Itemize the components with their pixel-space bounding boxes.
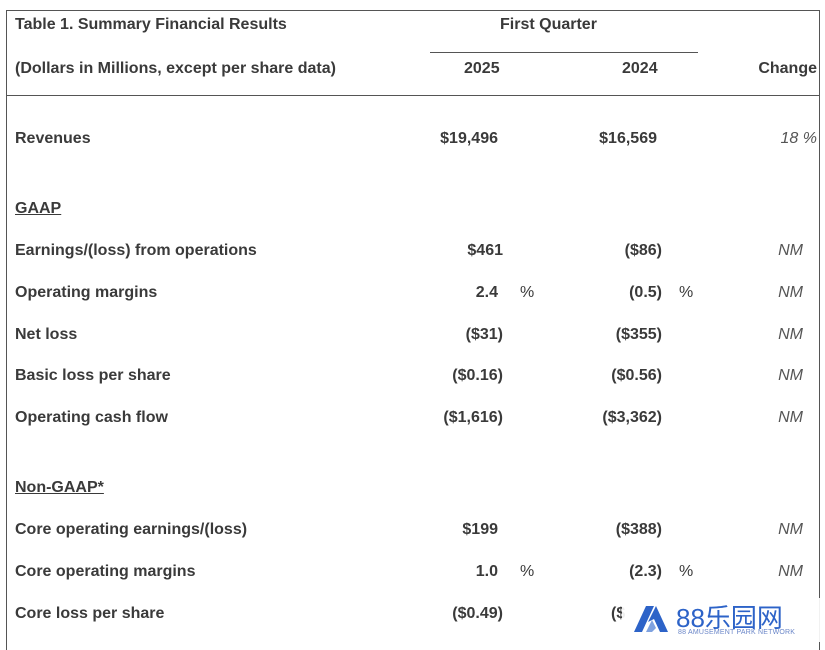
row-label: Operating cash flow xyxy=(15,409,168,426)
value-2025: ($0.49) xyxy=(452,605,503,622)
row-label-revenues: Revenues xyxy=(15,130,91,147)
gaap-heading: GAAP xyxy=(15,200,62,217)
revenues-2024: $16,569 xyxy=(599,130,657,147)
revenues-2025: $19,496 xyxy=(440,130,498,147)
table-title: Table 1. Summary Financial Results xyxy=(15,16,287,33)
change-value: NM xyxy=(778,284,803,301)
percent-sign-2025: % xyxy=(520,284,535,301)
table-subtitle: (Dollars in Millions, except per share d… xyxy=(15,60,336,77)
value-2025: 2.4 xyxy=(475,284,498,301)
row-label: Core loss per share xyxy=(15,605,165,622)
value-2024: ($3,362) xyxy=(602,409,662,426)
change-value: NM xyxy=(778,367,803,384)
change-value: NM xyxy=(778,242,803,259)
value-2024: ($86) xyxy=(624,242,662,259)
value-2024: (2.3) xyxy=(629,563,662,580)
value-2025: ($1,616) xyxy=(443,409,503,426)
change-value: NM xyxy=(778,563,803,580)
change-value: NM xyxy=(778,521,803,538)
value-2025: ($0.16) xyxy=(452,367,503,384)
watermark: 88乐园网 88 AMUSEMENT PARK NETWORK xyxy=(622,598,822,642)
value-2024: ($ xyxy=(611,605,626,622)
value-2025: $199 xyxy=(462,521,498,538)
col-header-2025: 2025 xyxy=(464,60,500,77)
change-value: NM xyxy=(778,326,803,343)
value-2024: ($355) xyxy=(615,326,662,343)
value-2025: $461 xyxy=(467,242,503,259)
value-2025: 1.0 xyxy=(475,563,498,580)
value-2025: ($31) xyxy=(465,326,503,343)
percent-sign-2024: % xyxy=(679,284,694,301)
row-label: Operating margins xyxy=(15,284,158,301)
row-label: Basic loss per share xyxy=(15,367,171,384)
first-quarter-underline xyxy=(430,52,698,53)
row-label: Core operating earnings/(loss) xyxy=(15,521,248,538)
change-value: NM xyxy=(778,409,803,426)
row-label: Net loss xyxy=(15,326,78,343)
value-2024: ($388) xyxy=(615,521,662,538)
percent-sign-2025: % xyxy=(520,563,535,580)
col-header-2024: 2024 xyxy=(622,60,658,77)
value-2024: ($0.56) xyxy=(611,367,662,384)
table-frame xyxy=(6,10,820,650)
col-header-change: Change xyxy=(758,60,817,77)
watermark-subtext: 88 AMUSEMENT PARK NETWORK xyxy=(678,629,796,636)
nongaap-heading: Non-GAAP* xyxy=(15,479,104,496)
first-quarter-header: First Quarter xyxy=(500,16,597,33)
header-divider xyxy=(6,95,820,96)
value-2024: (0.5) xyxy=(629,284,662,301)
row-label: Core operating margins xyxy=(15,563,196,580)
percent-sign-2024: % xyxy=(679,563,694,580)
watermark-logo-icon xyxy=(634,606,668,632)
row-label: Earnings/(loss) from operations xyxy=(15,242,257,259)
watermark-text: 88乐园网 xyxy=(676,603,783,633)
revenues-change: 18 % xyxy=(780,130,817,147)
